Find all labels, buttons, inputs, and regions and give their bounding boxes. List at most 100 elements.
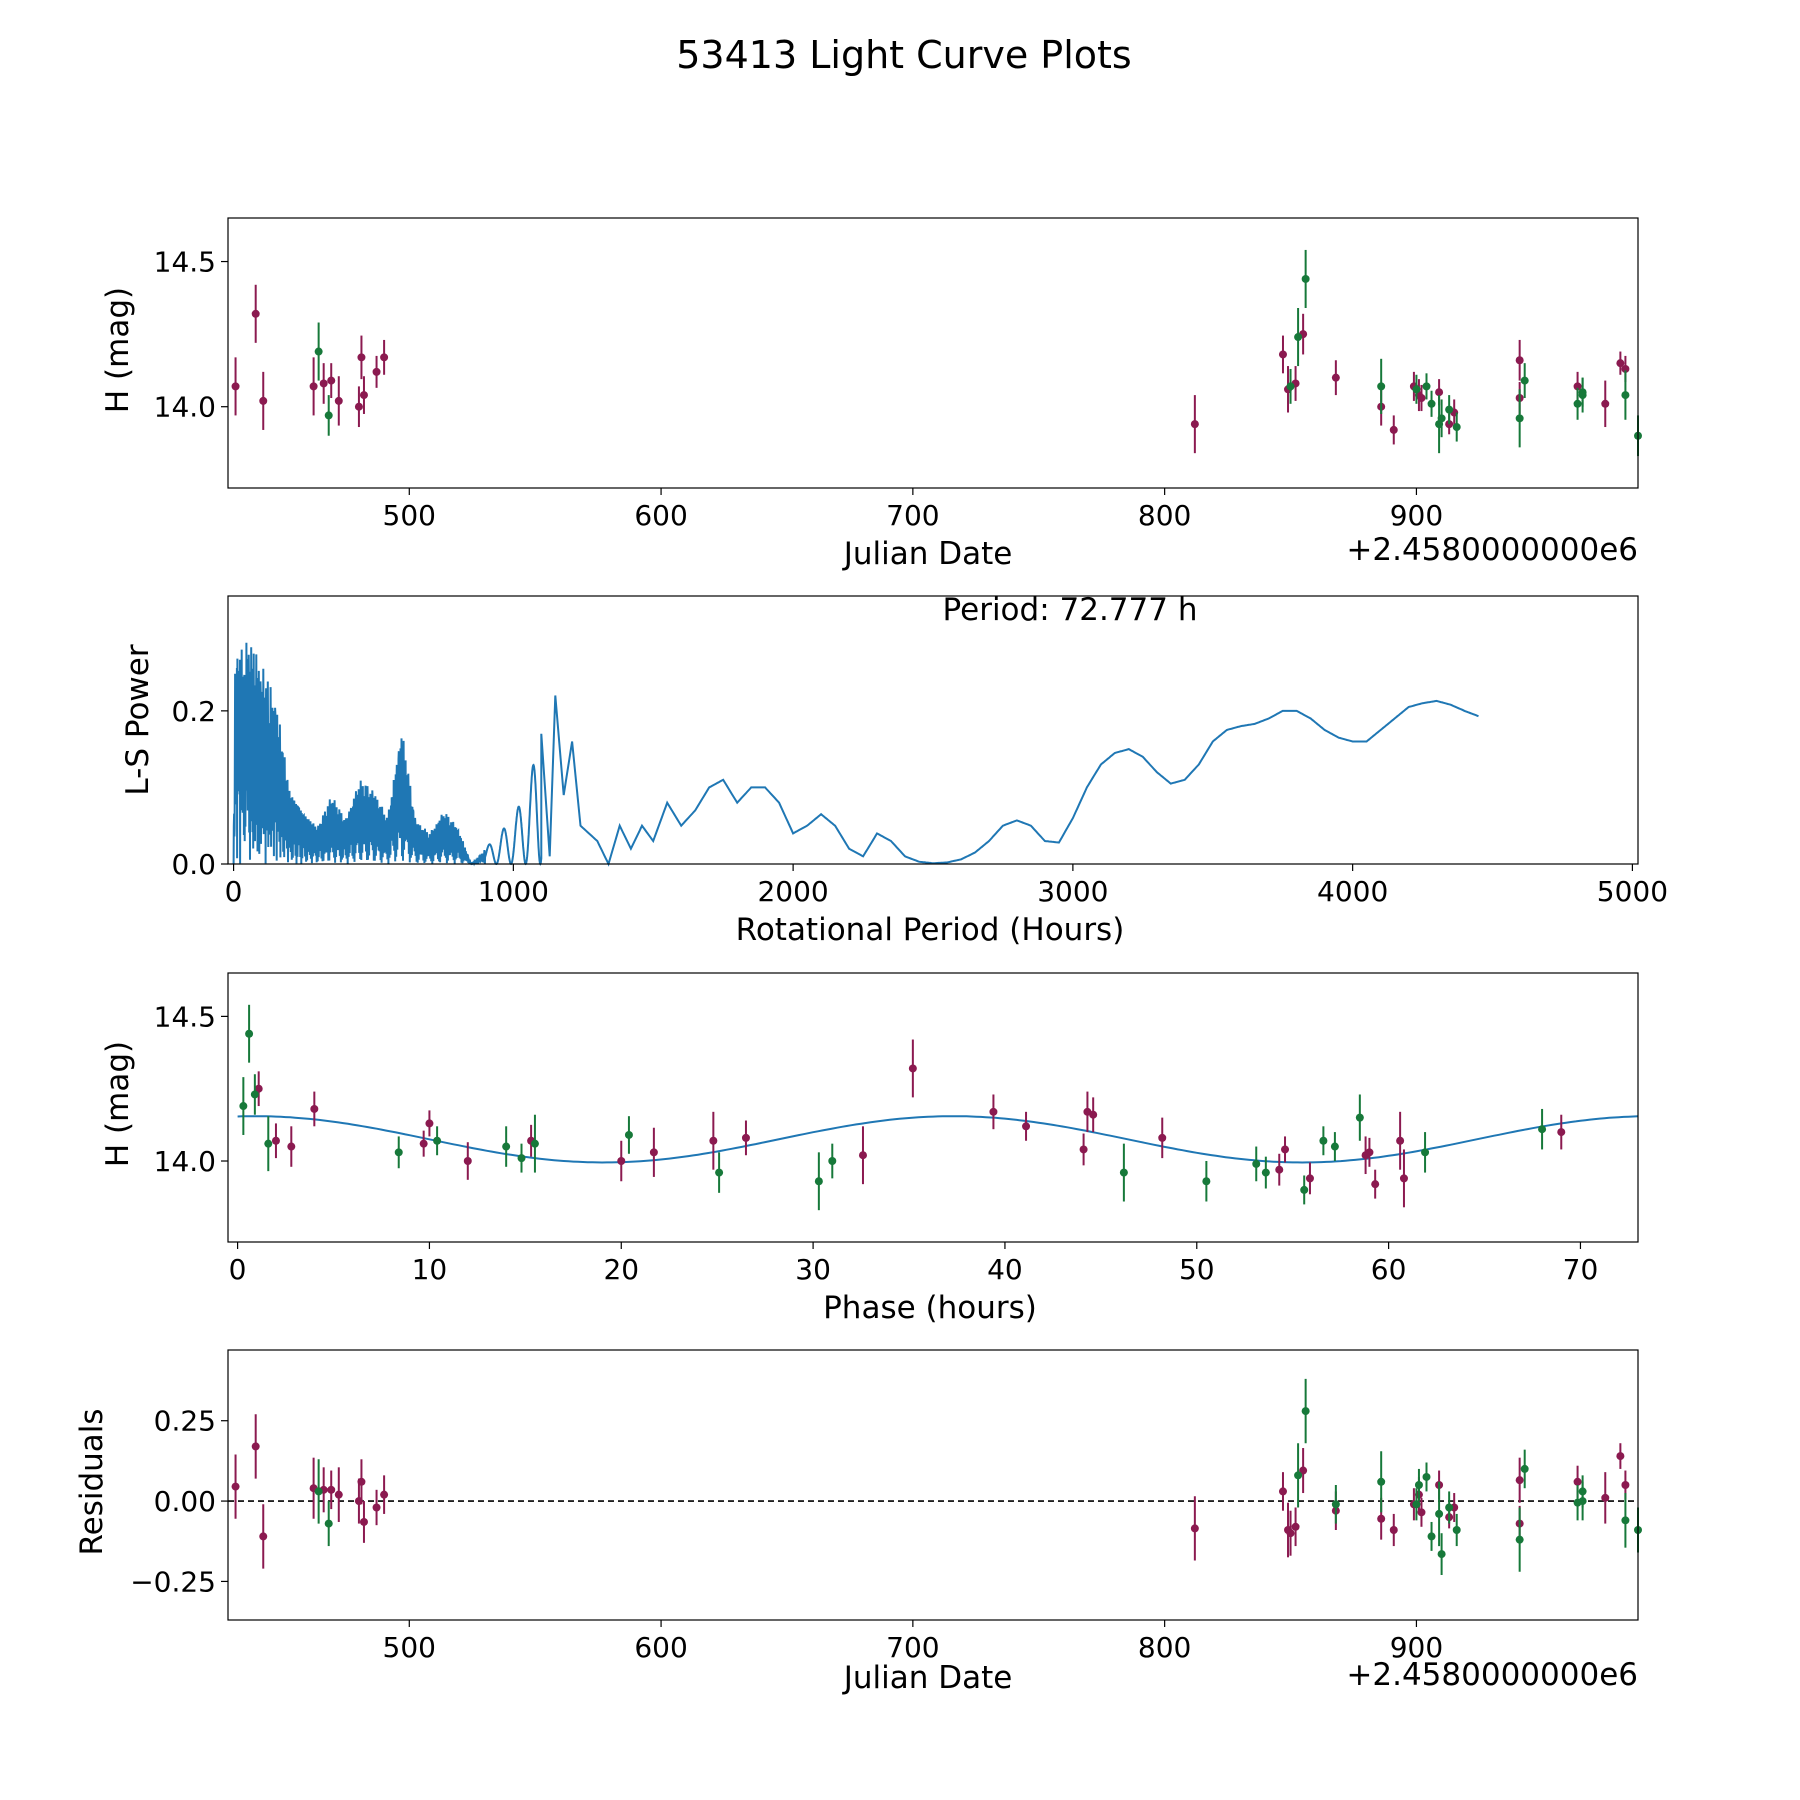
residuals-xtick-label: 900: [1390, 1631, 1443, 1664]
residuals-green-point: [1377, 1477, 1386, 1486]
lightcurve-green-point: [1573, 399, 1582, 408]
phased-frame: [227, 972, 1639, 1243]
periodogram-xlabel: Rotational Period (Hours): [736, 912, 1125, 948]
phased-green-point: [828, 1157, 837, 1166]
residuals-red-point: [372, 1503, 381, 1512]
phased-xtick-label: 50: [1179, 1253, 1215, 1286]
phased-green-point: [1421, 1148, 1430, 1157]
phased-model-curve: [237, 1115, 1639, 1164]
periodogram-xtick-label: 0: [225, 875, 243, 908]
periodogram-xtick-label: 2000: [757, 875, 828, 908]
phased-red-point: [271, 1136, 280, 1145]
phased-red-point: [649, 1148, 658, 1157]
phased-red-point: [1275, 1165, 1284, 1174]
residuals-red-point: [334, 1490, 343, 1499]
lightcurve-red-point: [251, 309, 260, 318]
periodogram-line: [232, 642, 1479, 867]
lightcurve-red-point: [372, 367, 381, 376]
residuals-green-point: [314, 1487, 323, 1496]
residuals-red-point: [1515, 1476, 1524, 1485]
residuals-red-point: [1616, 1452, 1625, 1461]
residuals-frame: [227, 1349, 1639, 1621]
residuals-ytick-label: −0.25: [130, 1565, 216, 1598]
phased-red-point: [1022, 1122, 1031, 1131]
phased-green-point: [239, 1102, 248, 1111]
phased-red-point: [1399, 1174, 1408, 1183]
residuals-red-point: [1601, 1493, 1610, 1502]
residuals-ytick-label: 0.25: [154, 1405, 216, 1438]
periodogram-xtick-label: 4000: [1317, 875, 1388, 908]
phased-ytick-label: 14.5: [154, 1000, 216, 1033]
lightcurve-red-point: [354, 402, 363, 411]
lightcurve-ylabel: H (mag): [100, 287, 136, 413]
lightcurve-xtick-label: 900: [1390, 499, 1443, 532]
lightcurve-red-point: [1601, 399, 1610, 408]
residuals-xtick-label: 500: [383, 1631, 436, 1664]
residuals-red-point: [1190, 1524, 1199, 1533]
residuals-green-point: [1435, 1509, 1444, 1518]
lightcurve-red-point: [319, 379, 328, 388]
phased-green-point: [1252, 1159, 1261, 1168]
residuals-green-point: [324, 1519, 333, 1528]
phased-ytick-label: 14.0: [154, 1145, 216, 1178]
phased-red-point: [989, 1107, 998, 1116]
residuals-xlabel: Julian Date: [842, 1660, 1013, 1696]
phased-red-point: [1557, 1128, 1566, 1137]
residuals-red-point: [359, 1517, 368, 1526]
phased-green-point: [530, 1139, 539, 1148]
phased-red-point: [1396, 1136, 1405, 1145]
residuals-red-point: [1573, 1477, 1582, 1486]
residuals-red-point: [327, 1485, 336, 1494]
phased-red-point: [1158, 1133, 1167, 1142]
phased-xlabel: Phase (hours): [823, 1290, 1037, 1326]
residuals-red-point: [1417, 1508, 1426, 1517]
periodogram-frame: [227, 595, 1639, 865]
phased-xtick-label: 40: [987, 1253, 1023, 1286]
lightcurve-green-point: [314, 347, 323, 356]
lightcurve-red-point: [231, 382, 240, 391]
lightcurve-red-point: [357, 353, 366, 362]
lightcurve-red-point: [359, 391, 368, 400]
phased-xtick-label: 0: [229, 1253, 247, 1286]
phased-red-point: [1305, 1174, 1314, 1183]
lightcurve-green-point: [1437, 414, 1446, 423]
periodogram-xtick-label: 5000: [1597, 875, 1668, 908]
phased-red-point: [254, 1084, 263, 1093]
phased-red-point: [1365, 1148, 1374, 1157]
phased-green-point: [1261, 1168, 1270, 1177]
residuals-green-point: [1294, 1471, 1303, 1480]
phased-red-point: [1281, 1145, 1290, 1154]
residuals-red-point: [1286, 1529, 1295, 1538]
phased-green-point: [1300, 1185, 1309, 1194]
panel-periodogram: L-S Power Rotational Period (Hours) Peri…: [120, 592, 1668, 948]
period-annotation: Period: 72.777 h: [943, 592, 1198, 628]
lightcurve-green-point: [1621, 391, 1630, 400]
lightcurve-green-point: [1445, 405, 1454, 414]
periodogram-ylabel: L-S Power: [120, 644, 156, 795]
phased-xtick-label: 60: [1371, 1253, 1407, 1286]
phased-red-point: [1079, 1145, 1088, 1154]
residuals-green-point: [1414, 1481, 1423, 1489]
lightcurve-green-point: [1520, 376, 1529, 385]
phased-xtick-label: 70: [1563, 1253, 1599, 1286]
phased-ylabel: H (mag): [100, 1041, 136, 1167]
residuals-green-point: [1621, 1516, 1630, 1525]
periodogram-xtick-label: 3000: [1037, 875, 1108, 908]
residuals-green-point: [1437, 1550, 1446, 1559]
lightcurve-red-point: [259, 396, 268, 405]
lightcurve-red-point: [334, 396, 343, 405]
lightcurve-ytick-label: 14.5: [154, 246, 216, 279]
lightcurve-red-point: [1389, 425, 1398, 434]
lightcurve-green-point: [1377, 382, 1386, 391]
phased-red-point: [463, 1157, 472, 1166]
residuals-red-point: [251, 1442, 260, 1451]
lightcurve-red-point: [1190, 420, 1199, 429]
residuals-xtick-label: 600: [634, 1631, 687, 1664]
lightcurve-green-point: [1427, 399, 1436, 408]
residuals-green-point: [1331, 1500, 1340, 1509]
lightcurve-offset-label: +2.4580000000e6: [1346, 532, 1638, 568]
figure-title: 53413 Light Curve Plots: [676, 33, 1131, 77]
lightcurve-red-point: [380, 353, 389, 362]
lightcurve-red-point: [1331, 373, 1340, 382]
lightcurve-red-point: [1515, 356, 1524, 365]
